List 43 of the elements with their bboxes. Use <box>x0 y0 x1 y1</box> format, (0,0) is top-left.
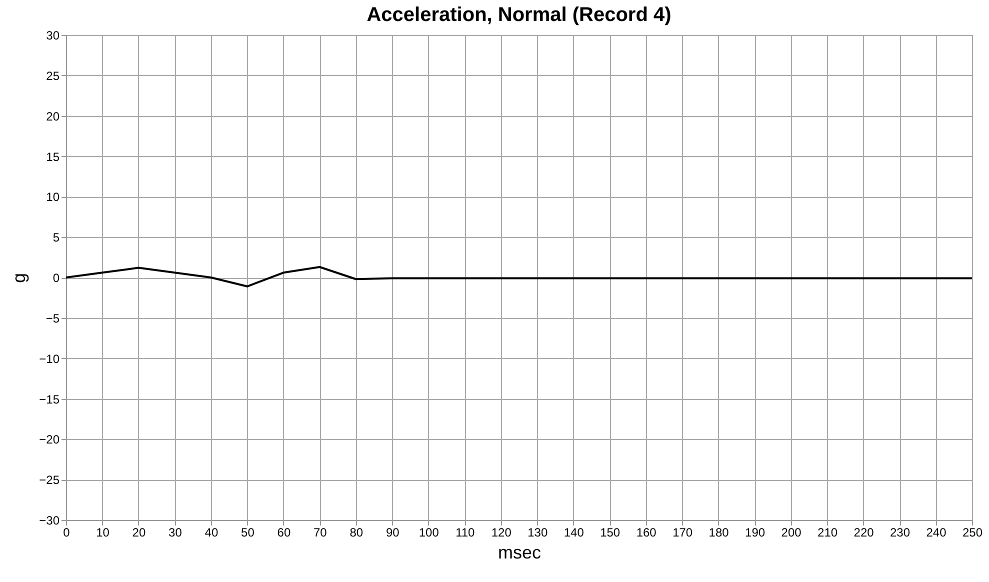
y-tick-label: 15 <box>46 150 60 164</box>
x-tick-label: 110 <box>456 526 476 540</box>
x-tick-label: 210 <box>818 526 838 540</box>
x-tick-label: 40 <box>204 526 218 540</box>
x-tick-label: 140 <box>564 526 584 540</box>
y-tick-label: 5 <box>52 230 60 245</box>
y-tick-label: −5 <box>46 311 60 326</box>
y-tick-label: −15 <box>39 392 60 406</box>
y-tick-label: 25 <box>46 68 60 83</box>
x-tick-label: 20 <box>132 526 146 540</box>
x-tick-label: 130 <box>528 526 548 540</box>
x-tick-label: 200 <box>781 526 802 540</box>
y-tick-label: 20 <box>46 109 60 124</box>
x-tick-label: 230 <box>890 526 910 540</box>
x-tick-label: 100 <box>418 526 440 540</box>
x-tick-label: 170 <box>672 526 693 540</box>
y-tick-label: 10 <box>46 190 60 204</box>
x-tick-label: 80 <box>350 526 364 540</box>
x-tick-label: 90 <box>386 526 400 540</box>
y-tick-label: −30 <box>39 514 60 528</box>
x-tick-label: 60 <box>277 526 291 540</box>
x-tick-label: 150 <box>600 526 620 540</box>
x-tick-label: 190 <box>745 526 766 540</box>
x-tick-label: 180 <box>708 526 730 540</box>
x-tick-label: 240 <box>926 526 947 540</box>
x-tick-label: 10 <box>96 526 110 540</box>
line-series <box>66 266 972 288</box>
x-axis-title: msec <box>498 542 542 562</box>
x-tick-label: 50 <box>241 526 255 540</box>
y-tick-label: −25 <box>39 473 60 488</box>
y-tick-label: 30 <box>46 28 60 42</box>
x-tick-label: 250 <box>962 526 983 540</box>
y-tick-label: −20 <box>39 432 60 447</box>
x-tick-label: 70 <box>314 526 328 540</box>
y-axis-title: g <box>9 272 30 284</box>
x-tick-label: 30 <box>168 526 182 540</box>
x-tick-label: 160 <box>636 526 657 540</box>
x-tick-label: 120 <box>491 526 512 540</box>
chart-title: Acceleration, Normal (Record 4) <box>366 4 672 26</box>
x-tick-label: 220 <box>854 526 874 540</box>
x-tick-label: 0 <box>63 526 70 540</box>
y-tick-label: 0 <box>52 271 60 285</box>
y-tick-label: −10 <box>39 352 60 366</box>
